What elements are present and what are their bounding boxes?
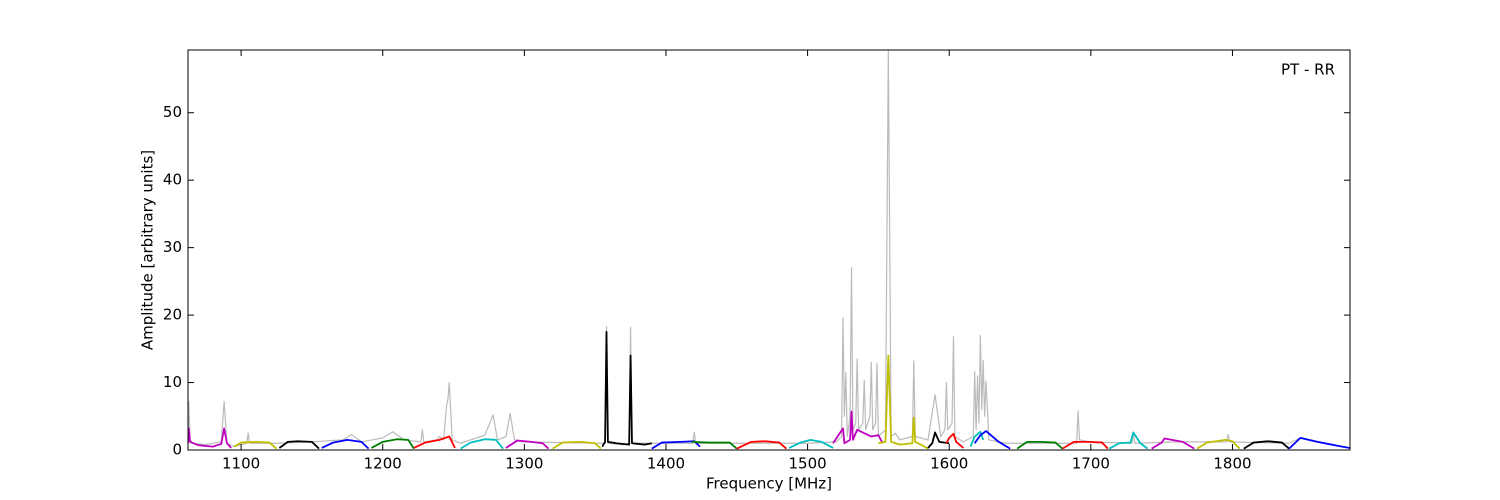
series-line	[969, 430, 985, 447]
series-line	[601, 331, 652, 448]
y-tick-label: 30	[163, 238, 182, 256]
series-line	[945, 432, 964, 449]
series-line	[1016, 441, 1064, 450]
series-line	[278, 440, 320, 450]
series-line	[233, 441, 278, 450]
series-line	[1288, 436, 1350, 450]
x-tick-label: 1600	[930, 455, 968, 473]
y-tick-label: 10	[163, 373, 182, 391]
series-line	[1196, 438, 1241, 450]
series-line	[927, 431, 950, 449]
y-axis-label: Amplitude [arbitrary units]	[139, 150, 157, 350]
series-line	[321, 438, 370, 450]
series-line	[188, 427, 232, 449]
series-line	[370, 438, 415, 450]
annotation: PT - RR	[1281, 61, 1335, 79]
series-line	[973, 430, 1011, 450]
series-line	[505, 439, 550, 450]
x-tick-label: 1100	[222, 455, 260, 473]
axes-frame	[187, 49, 1351, 451]
y-tick-label: 0	[172, 441, 182, 459]
series-line	[832, 410, 884, 445]
series-line	[1108, 431, 1149, 450]
series-line	[788, 438, 834, 449]
series-line	[188, 50, 1350, 449]
y-tick-label: 20	[163, 306, 182, 324]
series-line	[736, 440, 787, 450]
y-tick-label: 50	[163, 103, 182, 121]
x-tick-label: 1700	[1072, 455, 1110, 473]
y-tick-label: 40	[163, 171, 182, 189]
series-line	[413, 435, 456, 449]
series-line	[651, 440, 701, 450]
x-tick-label: 1800	[1213, 455, 1251, 473]
series-line	[878, 354, 929, 450]
x-tick-label: 1500	[788, 455, 826, 473]
series-line	[691, 441, 738, 450]
x-axis-label: Frequency [MHz]	[706, 475, 832, 493]
series-line	[552, 441, 602, 450]
x-tick-label: 1400	[647, 455, 685, 473]
series-line	[1243, 440, 1290, 450]
series-line	[1062, 441, 1109, 450]
series-line	[1151, 437, 1195, 450]
plot-area	[188, 50, 1350, 450]
series-line	[460, 438, 504, 450]
x-tick-label: 1200	[364, 455, 402, 473]
x-tick-label: 1300	[505, 455, 543, 473]
